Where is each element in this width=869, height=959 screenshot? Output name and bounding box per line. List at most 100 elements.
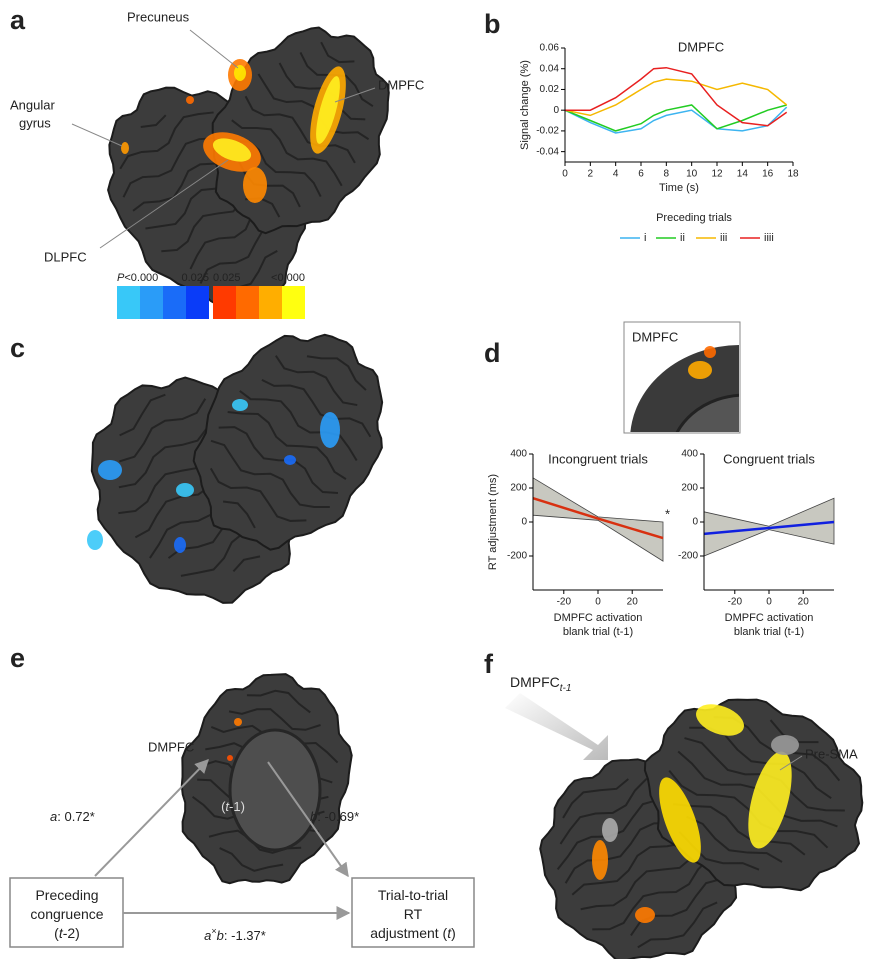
activation (688, 361, 712, 379)
x-axis-label: DMPFC activation (725, 612, 814, 624)
leader-line (190, 30, 238, 68)
activation (232, 399, 248, 411)
box-text: RT (404, 906, 423, 922)
activation (234, 718, 242, 726)
y-tick-label: 0 (553, 105, 559, 116)
x-axis-label: blank trial (t-1) (563, 626, 633, 638)
activation (771, 735, 799, 755)
y-tick-label: -0.04 (536, 146, 559, 157)
text-part: Trial-to-trial (378, 887, 448, 903)
x-axis-label: DMPFC activation (554, 612, 643, 624)
chart-title: Incongruent trials (548, 451, 648, 466)
colorbar-swatch (259, 286, 282, 319)
x-tick-label: 2 (588, 169, 594, 180)
colorbar-swatch (236, 286, 259, 319)
y-tick-label: -200 (678, 551, 698, 562)
activation (284, 455, 296, 465)
series-line (565, 105, 787, 131)
colorbar-label: <0.000 (271, 272, 305, 284)
colorbar-label: 0.025 (181, 272, 209, 284)
y-tick-label: 200 (510, 483, 527, 494)
y-tick-label: 0.04 (540, 63, 560, 74)
panel-label: e (10, 643, 25, 673)
colorbar-swatch (282, 286, 305, 319)
panel-label: b (484, 9, 501, 39)
colorbar-label: P<0.000 (117, 272, 158, 284)
box-text: adjustment (t) (370, 925, 456, 941)
brain-inner (230, 730, 320, 850)
activation (243, 167, 267, 203)
text-part: -1) (229, 799, 245, 814)
panel-label: c (10, 333, 25, 363)
text-part: -2) (63, 925, 80, 941)
legend-label: ii (680, 232, 685, 244)
y-tick-label: 0 (692, 517, 698, 528)
y-tick-label: 0 (521, 517, 527, 528)
x-tick-label: -20 (728, 597, 743, 608)
chart-title: DMPFC (678, 39, 724, 54)
region-label: DMPFC (148, 739, 194, 754)
x-tick-label: 10 (686, 169, 698, 180)
path-coefficient: b: -0.69* (310, 809, 359, 824)
text-part: <0.000 (124, 272, 158, 284)
text-part: Preceding (35, 887, 98, 903)
text-part: t-1 (560, 683, 572, 694)
text-part: : 0.72* (57, 809, 95, 824)
x-tick-label: 18 (787, 169, 799, 180)
x-tick-label: -20 (557, 597, 572, 608)
seed-arrow (505, 693, 608, 760)
colorbar-swatch (117, 286, 140, 319)
region-label: Pre-SMA (805, 746, 858, 761)
x-tick-label: 0 (766, 597, 772, 608)
text-part: : -1.37* (224, 928, 266, 943)
y-tick-label: 400 (681, 449, 698, 460)
y-tick-label: -0.02 (536, 126, 559, 137)
seed-label: DMPFCt-1 (510, 674, 571, 694)
text-part: a (50, 809, 57, 824)
x-axis-label: blank trial (t-1) (734, 626, 804, 638)
colorbar-swatch (186, 286, 209, 319)
path-coefficient: a: 0.72* (50, 809, 95, 824)
series-line (565, 68, 787, 126)
legend-label: iiii (764, 232, 774, 244)
colorbar-swatch (213, 286, 236, 319)
activation (174, 537, 186, 553)
activation (87, 530, 103, 550)
box-text: (t-2) (54, 925, 80, 941)
box-text: Trial-to-trial (378, 887, 448, 903)
box-text: Preceding (35, 887, 98, 903)
x-tick-label: 16 (762, 169, 774, 180)
text-part: DMPFC (510, 674, 560, 690)
text-part: ) (451, 925, 456, 941)
text-part: : -0.69* (317, 809, 359, 824)
figure: abcdefPrecuneusDMPFCAngulargyrusDLPFCP<0… (0, 0, 869, 959)
activation (592, 840, 608, 880)
x-tick-label: 4 (613, 169, 619, 180)
annotation: * (665, 507, 670, 522)
chart-title: Congruent trials (723, 451, 815, 466)
x-axis-label: Time (s) (659, 182, 699, 194)
x-tick-label: 20 (798, 597, 810, 608)
y-tick-label: -200 (507, 551, 527, 562)
activation (635, 907, 655, 923)
activation (98, 460, 122, 480)
activation (186, 96, 194, 104)
text-part: b (310, 809, 317, 824)
legend-label: i (644, 232, 646, 244)
series-line (565, 79, 787, 115)
legend-label: iii (720, 232, 727, 244)
activation (602, 818, 618, 842)
activation (320, 412, 340, 448)
y-axis-label: Signal change (%) (519, 60, 531, 150)
x-tick-label: 12 (711, 169, 723, 180)
panel-label: a (10, 5, 26, 35)
text-part: adjustment ( (370, 925, 447, 941)
activation (227, 755, 233, 761)
x-tick-label: 6 (638, 169, 644, 180)
region-label: Angular (10, 97, 55, 112)
region-label: DMPFC (378, 77, 424, 92)
panel-label: d (484, 338, 501, 368)
panel-label: f (484, 649, 494, 679)
y-axis-label: RT adjustment (ms) (487, 474, 499, 570)
x-tick-label: 0 (595, 597, 601, 608)
